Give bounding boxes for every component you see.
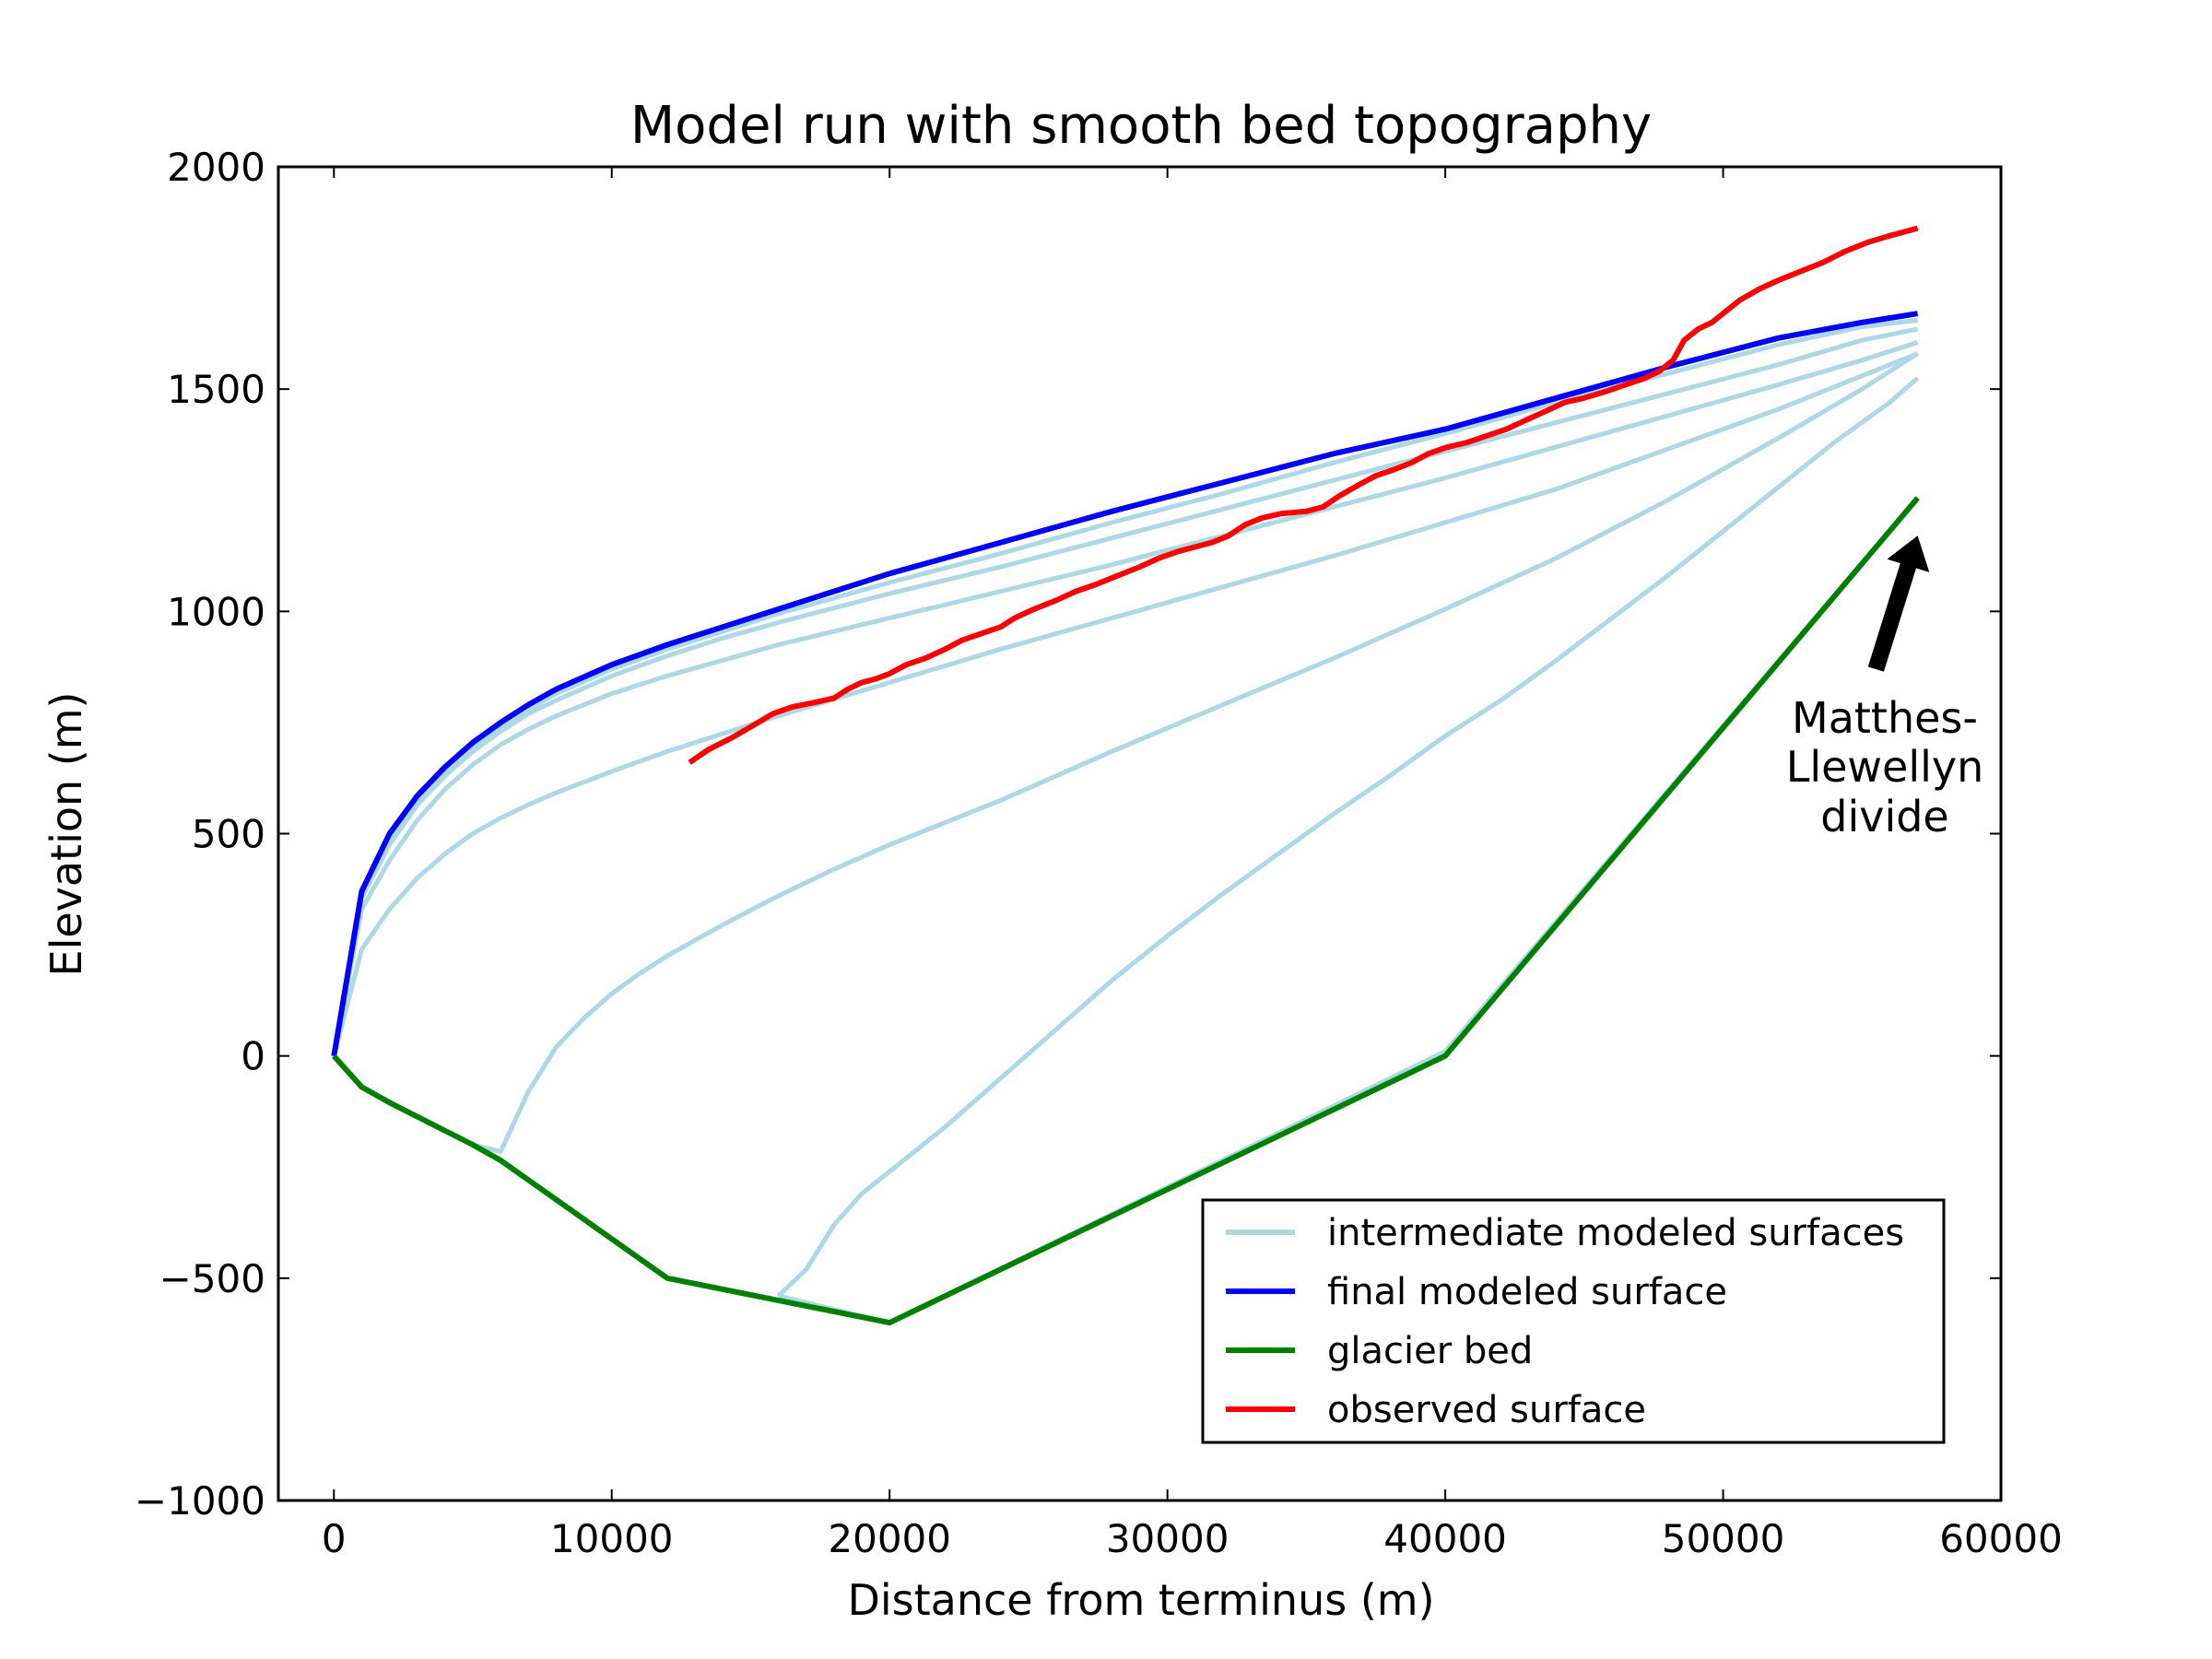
legend: intermediate modeled surfaces final model… [1201, 1198, 1946, 1444]
y-tick-label: 1000 [167, 589, 265, 634]
y-tick-label: 500 [192, 812, 265, 857]
y-tick-label: −500 [159, 1256, 265, 1301]
x-tick-label: 40000 [1383, 1516, 1507, 1561]
annotation-line: Llewellyn [1786, 742, 1984, 792]
series-line-bed-9 [332, 496, 1920, 1326]
legend-label: observed surface [1327, 1389, 1646, 1431]
x-tick-label: 0 [322, 1516, 347, 1561]
legend-box [1201, 1198, 1946, 1444]
series-line-intermediate-4 [331, 340, 1919, 1057]
y-tick-label: −1000 [135, 1478, 265, 1524]
y-axis-title: Elevation (m) [41, 692, 91, 977]
annotation-line: Matthes- [1792, 693, 1978, 743]
legend-label: final modeled surface [1327, 1271, 1727, 1313]
legend-label: intermediate modeled surfaces [1327, 1212, 1904, 1254]
x-axis-title: Distance from terminus (m) [847, 1575, 1434, 1625]
legend-items: intermediate modeled surfaces final model… [1226, 1212, 1904, 1431]
legend-label: glacier bed [1327, 1330, 1533, 1372]
chart-title: Model run with smooth bed topography [630, 96, 1652, 156]
x-tick-label: 10000 [550, 1516, 674, 1561]
series-line-intermediate-5 [331, 326, 1919, 1057]
y-tick-label: 2000 [167, 145, 265, 190]
x-tick-label: 60000 [1939, 1516, 2063, 1561]
y-tick-label: 0 [241, 1034, 265, 1079]
x-tick-label: 30000 [1106, 1516, 1230, 1561]
annotation-arrow [1867, 535, 1930, 672]
series-line-intermediate-1 [776, 376, 1920, 1298]
series-layer [331, 225, 1920, 1326]
tick-layer: 0 10000 20000 30000 40000 50000 60000−1000−500… [135, 145, 2063, 1561]
x-tick-label: 50000 [1662, 1516, 1785, 1561]
series-line-intermediate-2 [472, 351, 1919, 1154]
x-tick-label: 20000 [828, 1516, 951, 1561]
annotation-line: divide [1820, 792, 1948, 841]
y-tick-label: 1500 [167, 367, 265, 412]
series-line-final-7 [331, 311, 1919, 1057]
series-line-observed-8 [688, 225, 1919, 765]
